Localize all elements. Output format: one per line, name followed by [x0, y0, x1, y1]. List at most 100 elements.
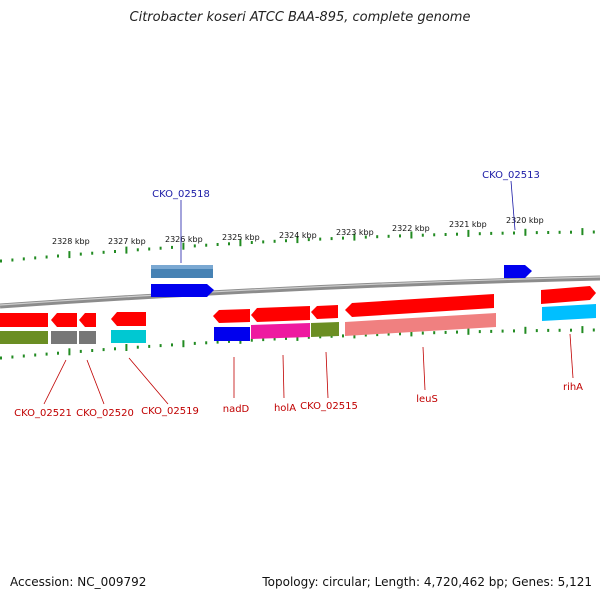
feature-cko-02519-cds[interactable]	[111, 330, 146, 343]
accession-text: Accession: NC_009792	[10, 575, 147, 589]
gene-nadd-arrow[interactable]	[213, 309, 250, 323]
callout-line	[510, 180, 516, 231]
ruler-minor-tick	[228, 242, 230, 246]
gene-label-nadd[interactable]: nadD	[223, 404, 250, 415]
gene-label-cko-02513[interactable]: CKO_02513	[482, 170, 540, 181]
ruler-major-tick	[467, 327, 470, 335]
gene-cko-02518[interactable]	[151, 284, 214, 297]
ruler-major-tick	[182, 242, 185, 250]
callout-line	[422, 346, 426, 391]
ruler-minor-tick	[114, 250, 116, 253]
gene-label-cko-02518[interactable]: CKO_02518	[152, 189, 210, 200]
ruler-minor-tick	[79, 252, 82, 256]
gene-cko-02521-arrow[interactable]	[0, 313, 48, 327]
ruler-minor-tick	[57, 351, 59, 355]
gene-riha-forward[interactable]	[541, 286, 596, 304]
ruler-minor-tick	[193, 244, 196, 248]
gene-hola-arrow[interactable]	[251, 306, 310, 322]
ruler-minor-tick	[456, 330, 458, 334]
ruler-labels: 2328 kbp 2327 kbp 2326 kbp 2325 kbp 2324…	[52, 216, 544, 246]
ruler-minor-tick	[159, 246, 162, 250]
feature-leus-cds[interactable]	[345, 313, 496, 336]
ruler-major-tick	[581, 228, 584, 236]
ruler-minor-tick	[136, 248, 139, 252]
ruler-minor-tick	[159, 344, 162, 348]
ruler-major-tick	[68, 348, 71, 356]
ruler-major-tick	[239, 239, 242, 247]
ruler-minor-tick	[171, 245, 173, 249]
ruler-minor-tick	[250, 241, 253, 244]
gene-cko-02519-arrow[interactable]	[111, 312, 146, 326]
ruler-minor-tick	[387, 234, 390, 238]
ruler-minor-tick	[319, 335, 322, 339]
gene-cko-02520b-arrow[interactable]	[79, 313, 96, 327]
genome-backbone	[0, 275, 600, 309]
gene-label-riha[interactable]: rihA	[563, 382, 583, 393]
ruler-minor-tick	[148, 344, 151, 348]
feature-nadd-cds[interactable]	[214, 327, 250, 341]
callout-line	[43, 359, 67, 405]
callout-line	[282, 354, 285, 399]
ruler-minor-tick	[45, 352, 48, 356]
ruler-minor-tick	[570, 328, 572, 332]
ruler-ticks-top	[0, 228, 595, 263]
ruler-minor-tick	[330, 334, 333, 338]
gene-label-cko-02519[interactable]: CKO_02519	[141, 406, 199, 417]
ruler-label: 2322 kbp	[392, 224, 430, 233]
ruler-major-tick	[296, 236, 299, 244]
ruler-minor-tick	[250, 338, 253, 342]
ruler-minor-tick	[342, 334, 344, 338]
ruler-minor-tick	[262, 338, 265, 342]
reverse-strand	[0, 304, 596, 344]
ruler-major-tick	[467, 229, 470, 237]
ruler-major-tick	[410, 329, 413, 337]
ruler-minor-tick	[11, 258, 14, 262]
gene-cko-02520-arrow[interactable]	[51, 313, 77, 327]
ruler-minor-tick	[11, 355, 14, 359]
ruler-minor-tick	[513, 329, 515, 333]
ruler-minor-tick	[307, 238, 310, 242]
callout-line	[128, 357, 169, 405]
ruler-minor-tick	[34, 353, 37, 357]
ruler-label: 2328 kbp	[52, 237, 90, 246]
ruler-minor-tick	[285, 239, 287, 243]
ruler-minor-tick	[558, 230, 561, 234]
ruler-minor-tick	[456, 232, 458, 236]
ruler-label: 2327 kbp	[108, 237, 146, 246]
ruler-minor-tick	[273, 337, 276, 341]
ruler-minor-tick	[478, 330, 481, 334]
ruler-minor-tick	[0, 259, 2, 263]
ruler-minor-tick	[444, 330, 447, 334]
feature-cko-02520-cds[interactable]	[51, 331, 77, 344]
ruler-minor-tick	[171, 343, 173, 347]
gene-cko-02513[interactable]	[504, 265, 532, 278]
ruler-minor-tick	[513, 231, 515, 235]
ruler-minor-tick	[57, 254, 59, 258]
ruler-minor-tick	[307, 335, 310, 339]
ruler-major-tick	[182, 340, 185, 348]
gene-cko-02515-arrow[interactable]	[311, 305, 338, 319]
ruler-minor-tick	[273, 239, 276, 243]
gene-label-hola[interactable]: holA	[274, 403, 296, 414]
feature-cko-02520b-cds[interactable]	[79, 331, 96, 344]
genome-title: Citrobacter koseri ATCC BAA-895, complet…	[129, 10, 471, 25]
ruler-minor-tick	[592, 328, 595, 332]
gene-label-cko-02521[interactable]: CKO_02521	[14, 408, 72, 419]
callout-line	[325, 351, 329, 399]
ruler-minor-tick	[262, 240, 265, 244]
ruler-minor-tick	[376, 235, 379, 239]
ruler-minor-tick	[376, 333, 379, 337]
feature-hola-cds[interactable]	[251, 323, 310, 339]
feature-riha-cds[interactable]	[542, 304, 596, 321]
ruler-minor-tick	[421, 233, 424, 237]
gene-cko-02518-rna-shade	[151, 265, 213, 269]
gene-leus-forward[interactable]	[345, 294, 494, 317]
gene-label-cko-02515[interactable]: CKO_02515	[300, 401, 358, 412]
gene-label-leus[interactable]: leuS	[416, 394, 438, 405]
feature-cko-02521-cds[interactable]	[0, 331, 48, 344]
ruler-minor-tick	[535, 329, 538, 333]
feature-cko-02515-cds[interactable]	[311, 322, 339, 337]
gene-label-cko-02520[interactable]: CKO_02520	[76, 408, 134, 419]
ruler-minor-tick	[205, 243, 208, 247]
ruler-minor-tick	[114, 347, 116, 351]
